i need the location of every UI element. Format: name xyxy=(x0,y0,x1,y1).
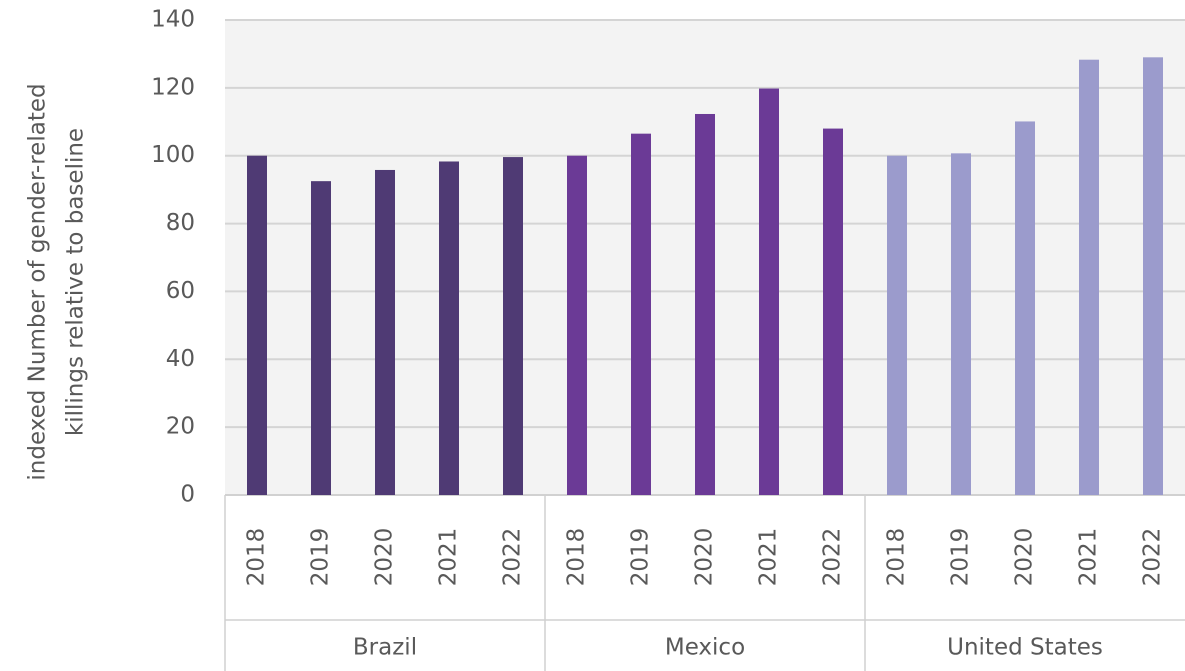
bar xyxy=(1143,57,1163,495)
y-tick-label: 120 xyxy=(151,74,195,100)
x-tick-label: 2021 xyxy=(1076,528,1102,587)
bar xyxy=(951,153,971,495)
y-tick-label: 0 xyxy=(180,482,195,508)
y-tick-label: 80 xyxy=(166,210,195,236)
bar xyxy=(1015,121,1035,496)
x-tick-label: 2021 xyxy=(436,528,462,587)
x-tick-label: 2021 xyxy=(756,528,782,587)
bar xyxy=(439,161,459,495)
bar xyxy=(695,113,715,495)
bar xyxy=(247,155,267,495)
bar xyxy=(567,155,587,495)
x-tick-label: 2019 xyxy=(628,528,654,587)
x-tick-label: 2022 xyxy=(1140,528,1166,587)
bar xyxy=(759,88,779,496)
bar xyxy=(823,128,843,496)
bar xyxy=(887,155,907,495)
group-label: United States xyxy=(947,635,1103,661)
y-axis-label: killings relative to baseline xyxy=(63,128,89,436)
bar xyxy=(1079,59,1099,495)
y-axis-label: indexed Number of gender-related xyxy=(25,83,51,480)
x-tick-label: 2018 xyxy=(884,528,910,587)
group-label: Brazil xyxy=(353,635,417,661)
x-tick-label: 2020 xyxy=(372,528,398,587)
x-tick-label: 2018 xyxy=(244,528,270,587)
y-tick-label: 20 xyxy=(166,414,195,440)
y-tick-label: 100 xyxy=(151,142,195,168)
x-tick-label: 2022 xyxy=(820,528,846,587)
x-tick-label: 2019 xyxy=(948,528,974,587)
y-tick-label: 40 xyxy=(166,346,195,372)
bar xyxy=(631,133,651,496)
bar xyxy=(503,157,523,496)
x-tick-label: 2019 xyxy=(308,528,334,587)
x-tick-label: 2018 xyxy=(564,528,590,587)
x-tick-label: 2020 xyxy=(1012,528,1038,587)
y-tick-label: 60 xyxy=(166,278,195,304)
bar xyxy=(375,169,395,495)
x-tick-label: 2020 xyxy=(692,528,718,587)
x-tick-label: 2022 xyxy=(500,528,526,587)
bar xyxy=(311,181,331,496)
group-label: Mexico xyxy=(665,635,745,661)
y-tick-label: 140 xyxy=(151,7,195,33)
